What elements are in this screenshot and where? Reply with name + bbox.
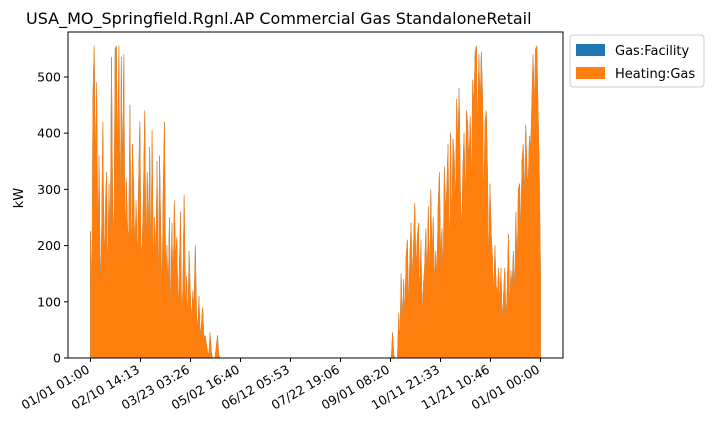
y-tick-label: 200 [37,238,61,253]
legend-label: Heating:Gas [615,67,695,82]
legend-label: Gas:Facility [615,44,690,59]
series-area-heating-gas [90,45,541,359]
plot-area [67,31,564,359]
legend: Gas:Facility Heating:Gas [569,34,705,88]
y-tick-label: 400 [37,126,61,141]
y-axis-label: kW [12,188,27,209]
chart-title: USA_MO_Springfield.Rgnl.AP Commercial Ga… [26,9,532,29]
y-tick-label: 100 [37,294,61,309]
y-axis: 0 100 200 300 400 500 [37,69,68,366]
y-tick-label: 0 [53,351,61,366]
y-tick-label: 300 [37,182,61,197]
y-tick-label: 500 [37,69,61,84]
legend-swatch [576,67,605,79]
legend-swatch [576,44,605,56]
axes-frame [67,31,564,359]
series-layer [90,45,541,359]
